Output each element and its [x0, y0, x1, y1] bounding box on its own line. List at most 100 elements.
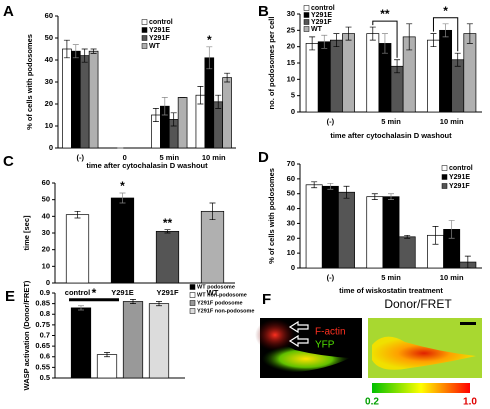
error-bar	[371, 193, 378, 201]
bar	[439, 29, 453, 113]
legend-swatch	[189, 284, 196, 290]
legend-swatch	[441, 165, 448, 171]
y-tick-label: 10	[287, 74, 295, 83]
y-tick-label: 0	[291, 107, 295, 116]
y-tick-label: 0.8	[40, 309, 50, 318]
legend-swatch	[141, 19, 148, 25]
bar	[177, 97, 188, 149]
error-bar	[130, 299, 136, 304]
x-tick-label: (-)	[77, 153, 85, 162]
error-bar	[345, 26, 352, 41]
y-tick-label: 20	[42, 245, 50, 254]
error-bar	[209, 202, 216, 221]
panel-letter: D	[258, 149, 269, 166]
y-tick-label: 30	[287, 218, 295, 227]
legend-label: Y291E	[311, 12, 332, 19]
bar	[378, 43, 392, 113]
legend-swatch	[189, 292, 196, 298]
bar	[155, 230, 180, 284]
x-tick-label: Y291E	[111, 288, 134, 297]
legend-label: Y291F	[449, 183, 470, 190]
error-bar	[197, 86, 204, 105]
error-bar	[152, 108, 159, 122]
legend-swatch	[189, 300, 196, 306]
y-tick-label: 25	[287, 25, 295, 34]
bar	[382, 196, 400, 269]
error-bar	[454, 52, 461, 67]
y-tick-label: 0.65	[35, 341, 50, 350]
error-bar	[63, 39, 70, 59]
annotation: *	[207, 33, 212, 47]
bar	[329, 39, 343, 113]
y-tick-label: 50	[287, 189, 295, 198]
error-bar	[170, 112, 177, 127]
legend-swatch	[303, 19, 310, 25]
y-tick-label: 20	[287, 42, 295, 51]
error-bar	[74, 210, 81, 219]
actin-signal	[255, 319, 295, 351]
panel-letter: E	[5, 288, 15, 305]
error-bar	[215, 94, 222, 109]
y-tick-label: 10	[45, 121, 53, 130]
annotation: **	[380, 7, 390, 21]
fret-cell	[372, 336, 476, 370]
error-bar	[404, 234, 411, 239]
y-tick-label: 0.9	[40, 288, 50, 297]
y-tick-label: 70	[287, 159, 295, 168]
y-tick-label: 30	[45, 77, 53, 86]
y-tick-label: 30	[287, 9, 295, 18]
error-bar	[161, 97, 168, 116]
y-tick-label: 0	[46, 278, 50, 287]
y-axis-label: no. of podosomes per cell	[267, 17, 276, 110]
error-bar	[343, 185, 350, 199]
bracket	[432, 17, 459, 52]
legend-label: Y291F	[311, 19, 332, 26]
y-axis-label: % of cells with podosomes	[25, 34, 34, 130]
error-bar	[104, 352, 110, 358]
y-tick-label: 10	[42, 261, 50, 270]
legend-label: control	[149, 19, 173, 26]
x-tick-label: (-)	[327, 273, 335, 282]
bar	[338, 191, 355, 269]
bar	[342, 33, 355, 113]
y-tick-label: 0.55	[35, 362, 50, 371]
legend-swatch	[303, 5, 310, 11]
bar	[398, 236, 416, 269]
bar	[148, 303, 170, 379]
y-tick-label: 20	[287, 233, 295, 242]
legend-label: Y291F podosome	[197, 300, 243, 306]
bracket	[372, 20, 398, 58]
error-bar	[442, 23, 449, 38]
error-bar	[466, 23, 473, 44]
error-bar	[327, 182, 334, 190]
error-bar	[119, 192, 126, 204]
error-bar	[369, 26, 376, 41]
error-bar	[321, 34, 328, 49]
error-bar	[394, 59, 401, 74]
x-tick-label: 10 min	[202, 153, 226, 162]
y-tick-label: 0	[49, 143, 53, 152]
scale-bar	[460, 322, 476, 325]
bar	[463, 33, 477, 113]
legend-swatch	[441, 183, 448, 189]
colorbar-label: 1.0	[463, 397, 477, 408]
x-axis-label: time after cytochalasin D washout	[330, 131, 452, 140]
error-bar	[388, 193, 394, 201]
annotation: *	[443, 4, 448, 18]
y-tick-label: 0.7	[40, 330, 50, 339]
y-tick-label: 15	[287, 58, 295, 67]
x-axis-label: time after cytochalasin D washout	[86, 161, 208, 170]
y-axis-label: WASP activation (Donor/FRET)	[22, 280, 31, 390]
error-bar	[164, 229, 171, 234]
x-tick-label: WT	[207, 288, 219, 297]
legend-swatch	[141, 35, 148, 41]
bar	[317, 41, 331, 113]
bar	[65, 214, 90, 284]
error-bar	[448, 220, 455, 239]
y-tick-label: 0.5	[40, 373, 50, 382]
panel-letter: B	[258, 3, 269, 20]
bar	[88, 50, 99, 149]
bar	[204, 57, 215, 149]
x-tick-label: 5 min	[381, 273, 401, 282]
bar	[70, 50, 81, 149]
